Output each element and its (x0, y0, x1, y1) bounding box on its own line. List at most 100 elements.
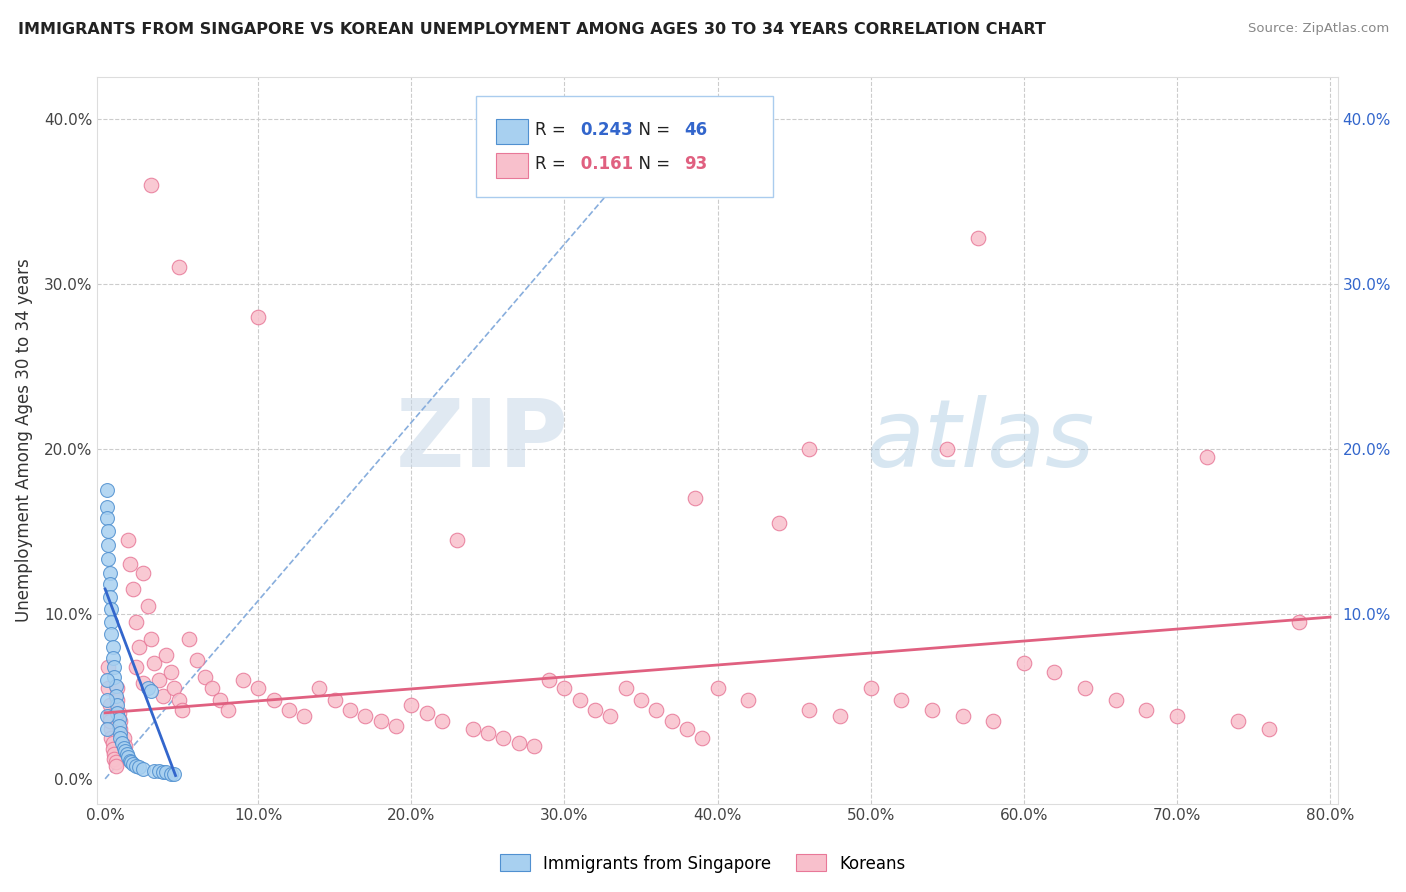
Point (96, 500, 118, 514)
Point (100, 615, 122, 629)
Point (110, 731, 132, 745)
Point (132, 762, 155, 776)
Point (170, 702, 193, 716)
Point (308, 681, 330, 695)
Point (508, 735, 530, 749)
Point (630, 692, 652, 706)
Point (97, 659, 120, 673)
Point (105, 681, 128, 695)
Point (104, 758, 127, 772)
Point (104, 690, 127, 704)
Point (111, 735, 134, 749)
Point (112, 731, 135, 745)
Point (1135, 702, 1157, 716)
Point (683, 491, 706, 506)
Text: 0.161: 0.161 (575, 155, 633, 173)
Point (247, 310, 270, 324)
Point (96, 673, 118, 687)
Point (103, 747, 125, 761)
Text: 93: 93 (685, 155, 707, 173)
Text: 46: 46 (685, 120, 707, 139)
Point (121, 757, 143, 772)
Point (98, 566, 121, 580)
Text: Source: ZipAtlas.com: Source: ZipAtlas.com (1249, 22, 1389, 36)
Point (110, 723, 132, 737)
Point (108, 706, 131, 720)
Point (115, 747, 138, 761)
Point (105, 706, 128, 720)
Point (415, 706, 437, 720)
Point (163, 767, 186, 781)
Point (247, 681, 270, 695)
Point (125, 615, 148, 629)
Point (1104, 692, 1126, 706)
Point (105, 698, 128, 712)
Point (100, 723, 122, 737)
Point (799, 442, 821, 456)
Point (112, 740, 135, 755)
Text: atlas: atlas (866, 395, 1095, 486)
Point (828, 709, 851, 723)
Point (155, 765, 177, 780)
Point (1288, 615, 1310, 629)
Point (1043, 665, 1066, 679)
Point (136, 681, 159, 695)
Point (370, 714, 392, 728)
Legend: Immigrants from Singapore, Koreans: Immigrants from Singapore, Koreans (494, 847, 912, 880)
FancyBboxPatch shape (495, 119, 527, 145)
Point (118, 558, 141, 572)
Point (167, 260, 190, 275)
Point (163, 681, 186, 695)
Point (952, 709, 974, 723)
Point (100, 626, 122, 640)
Point (103, 659, 125, 673)
Point (110, 725, 132, 739)
Point (538, 673, 561, 687)
Point (263, 692, 285, 706)
Point (676, 723, 699, 737)
Point (125, 758, 148, 772)
Point (118, 754, 141, 768)
Point (96, 692, 118, 706)
Point (143, 764, 166, 778)
Point (148, 764, 170, 778)
Point (108, 713, 131, 727)
Point (981, 714, 1004, 728)
Point (105, 692, 128, 706)
Point (101, 742, 124, 756)
Point (208, 692, 231, 706)
FancyBboxPatch shape (475, 95, 773, 197)
Point (97, 681, 120, 695)
Point (96, 483, 118, 497)
Point (599, 709, 621, 723)
Point (139, 632, 162, 646)
Point (98, 591, 121, 605)
Point (1227, 714, 1250, 728)
Point (108, 719, 131, 733)
Point (96, 723, 118, 737)
Point (155, 648, 177, 662)
Point (104, 756, 127, 770)
Point (160, 767, 183, 781)
Point (706, 681, 728, 695)
Point (160, 665, 183, 679)
Point (354, 709, 377, 723)
Point (148, 673, 170, 687)
Point (936, 442, 959, 456)
Point (477, 725, 499, 739)
Point (117, 750, 139, 764)
Point (859, 681, 882, 695)
Point (292, 709, 315, 723)
Point (385, 719, 408, 733)
Point (152, 765, 174, 780)
Text: N =: N = (628, 155, 676, 173)
Text: R =: R = (536, 155, 571, 173)
FancyBboxPatch shape (495, 153, 527, 178)
Point (98, 709, 121, 723)
Point (690, 731, 713, 745)
Point (461, 723, 484, 737)
Text: IMMIGRANTS FROM SINGAPORE VS KOREAN UNEMPLOYMENT AMONG AGES 30 TO 34 YEARS CORRE: IMMIGRANTS FROM SINGAPORE VS KOREAN UNEM… (18, 22, 1046, 37)
Point (921, 702, 943, 716)
Point (446, 533, 468, 547)
Point (568, 692, 591, 706)
